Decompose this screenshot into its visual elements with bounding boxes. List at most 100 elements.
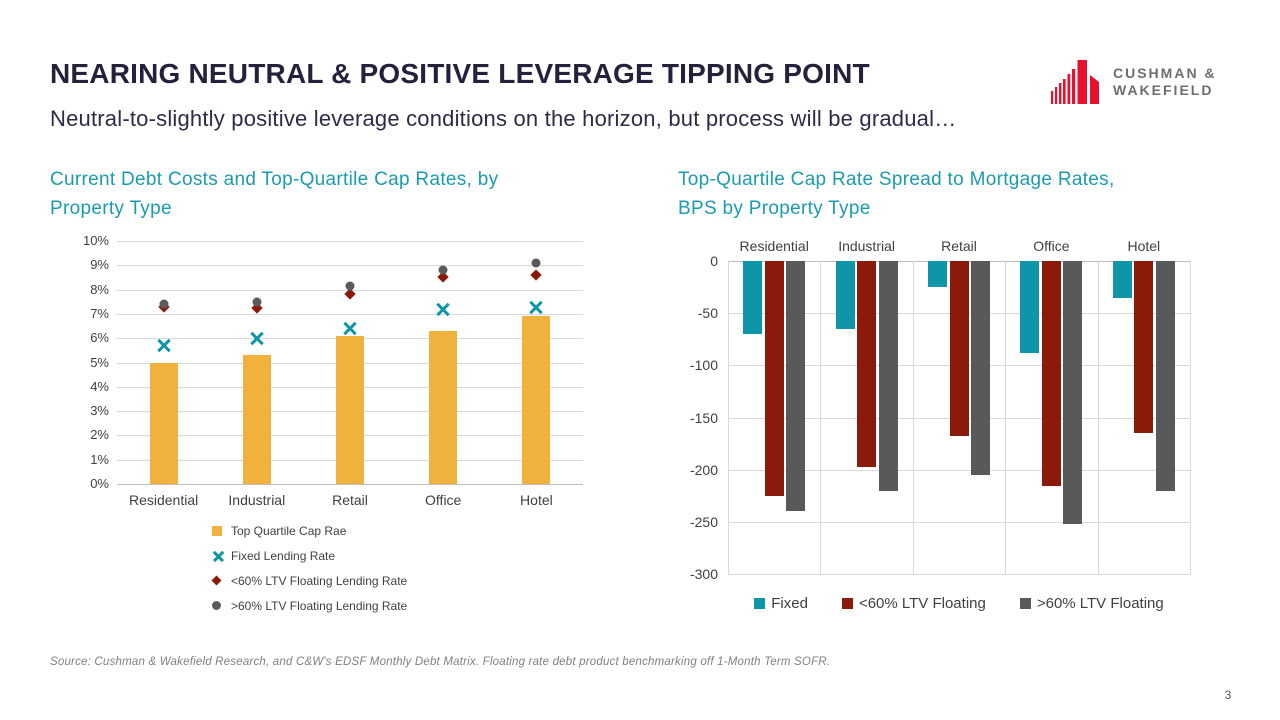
diamond-legend-marker-icon xyxy=(211,574,228,588)
bar-fixed-hotel xyxy=(1112,261,1132,298)
legend-label: <60% LTV Floating xyxy=(858,595,986,612)
x-axis-category-label: Hotel xyxy=(1127,238,1161,254)
gridline xyxy=(728,574,1190,575)
x-axis-category-label: Industrial xyxy=(228,492,286,508)
x-legend-marker-icon xyxy=(212,549,228,563)
y-axis-tick-label: 3% xyxy=(90,403,109,419)
legend-label: Fixed xyxy=(771,595,808,612)
debt-costs-legend: Top Quartile Cap Rae Fixed Lending Rate <6… xyxy=(211,518,408,618)
gridline-vertical xyxy=(1097,261,1099,574)
legend-label: >60% LTV Floating xyxy=(1036,595,1164,612)
legend-label: >60% LTV Floating Lending Rate xyxy=(231,598,408,613)
bar-60-ltv-floating-residential xyxy=(764,261,784,496)
gridline xyxy=(117,241,583,242)
circle-marker-office xyxy=(438,265,448,275)
diamond-marker-hotel xyxy=(530,269,543,281)
x-axis-category-label: Retail xyxy=(332,492,368,508)
chart-cap-rate-spread-title: Top-Quartile Cap Rate Spread to Mortgage… xyxy=(678,169,1115,219)
x-axis-category-label: Office xyxy=(1033,238,1070,254)
legend-item-top-quartile-cap-rae: Top Quartile Cap Rae xyxy=(212,518,407,543)
gridline xyxy=(728,521,1190,523)
logo-wordmark-line2: WAKEFIELD xyxy=(1113,81,1214,98)
bar-top-quartile-cap-rae-retail xyxy=(336,335,364,484)
chart-debt-costs: Current Debt Costs and Top-Quartile Cap … xyxy=(50,166,635,636)
gridline-vertical xyxy=(912,261,914,574)
bar-60-ltv-floating-hotel xyxy=(1134,261,1154,434)
x-axis-category-label: Residential xyxy=(128,492,199,508)
y-axis-tick-label: -150 xyxy=(689,409,718,426)
y-axis-tick-label: 6% xyxy=(90,330,109,346)
circle-marker-residential xyxy=(159,299,169,309)
bar-60-ltv-floating-office xyxy=(1063,261,1083,524)
logo-wordmark: CUSHMAN & WAKEFIELD xyxy=(1113,65,1217,99)
y-axis-tick-label: 9% xyxy=(90,257,109,273)
y-axis-tick-label: 10% xyxy=(82,233,109,248)
legend-item-60-ltv-floating-lending-rate: <60% LTV Floating Lending Rate xyxy=(211,568,408,593)
cushman-wakefield-logo-icon xyxy=(1051,60,1099,104)
y-axis-tick-label: 0% xyxy=(90,476,109,491)
bar-60-ltv-floating-office xyxy=(1041,261,1061,487)
gridline-vertical xyxy=(1190,261,1191,574)
legend-swatch-icon xyxy=(841,598,853,609)
legend-item-60-ltv-floating-lending-rate: >60% LTV Floating Lending Rate xyxy=(212,593,407,618)
square-legend-marker-icon xyxy=(212,524,228,538)
bar-60-ltv-floating-hotel xyxy=(1155,261,1175,491)
gridline xyxy=(117,265,583,267)
legend-label: Fixed Lending Rate xyxy=(231,548,336,563)
gridline xyxy=(728,469,1190,471)
spread-plot: 0 -50 -100 -150 -200 -250 -300 Residential Indus… xyxy=(690,238,1191,612)
gridline xyxy=(117,313,583,315)
gridline xyxy=(117,484,583,485)
y-axis-tick-label: -100 xyxy=(689,357,718,374)
y-axis-tick-label: -300 xyxy=(689,566,718,582)
x-axis-category-label: Industrial xyxy=(838,238,895,254)
y-axis-tick-label: 5% xyxy=(90,354,109,370)
x-axis-category-label: Hotel xyxy=(520,492,553,508)
legend-swatch-icon xyxy=(754,598,766,609)
company-logo: CUSHMAN & WAKEFIELD xyxy=(1051,58,1217,105)
x-axis-category-label: Residential xyxy=(739,238,809,254)
bar-60-ltv-floating-industrial xyxy=(878,261,898,491)
bar-60-ltv-floating-retail xyxy=(949,261,969,437)
x-marker-retail xyxy=(343,321,357,335)
bar-60-ltv-floating-industrial xyxy=(857,261,877,467)
gridline-vertical xyxy=(1005,261,1007,574)
legend-label: Top Quartile Cap Rae xyxy=(231,523,347,538)
x-marker-office xyxy=(436,302,450,316)
y-axis-tick-label: 8% xyxy=(90,281,109,297)
legend-item-60-ltv-floating: <60% LTV Floating xyxy=(841,595,986,612)
y-axis-tick-label: 2% xyxy=(90,427,109,443)
chart-debt-costs-title: Current Debt Costs and Top-Quartile Cap … xyxy=(50,169,499,219)
legend-item-fixed: Fixed xyxy=(754,595,808,612)
legend-label: <60% LTV Floating Lending Rate xyxy=(231,573,408,588)
legend-item-fixed-lending-rate: Fixed Lending Rate xyxy=(212,543,407,568)
bar-fixed-residential xyxy=(743,261,763,335)
bar-fixed-office xyxy=(1020,261,1040,353)
x-axis-category-label: Retail xyxy=(941,238,977,254)
bar-60-ltv-floating-retail xyxy=(971,261,990,475)
y-axis-tick-label: 4% xyxy=(90,378,109,394)
y-axis-tick-label: 0 xyxy=(710,253,718,269)
source-note: Source: Cushman & Wakefield Research, an… xyxy=(50,656,831,668)
legend-swatch-icon xyxy=(1019,598,1031,609)
y-axis-tick-label: -250 xyxy=(689,513,718,530)
bar-top-quartile-cap-rae-office xyxy=(429,330,458,484)
bar-top-quartile-cap-rae-residential xyxy=(149,362,178,484)
bar-fixed-industrial xyxy=(835,261,855,329)
circle-legend-marker-icon xyxy=(212,599,228,613)
circle-marker-retail xyxy=(345,281,355,291)
circle-marker-industrial xyxy=(252,297,262,307)
spread-legend: Fixed <60% LTV Floating >60% LTV Floating xyxy=(728,595,1190,612)
x-marker-hotel xyxy=(529,301,543,315)
bar-top-quartile-cap-rae-hotel xyxy=(522,316,551,484)
page-number: 3 xyxy=(1224,688,1232,702)
circle-marker-hotel xyxy=(531,258,541,268)
x-marker-residential xyxy=(157,338,171,352)
bar-60-ltv-floating-residential xyxy=(786,261,806,512)
gridline-vertical xyxy=(728,261,729,574)
bar-fixed-retail xyxy=(928,261,947,288)
debt-costs-plot: 0% 1% 2% 3% 4% 5% 6% 7% 8% 9% 10% Residential Indust… xyxy=(83,233,583,508)
y-axis-tick-label: -50 xyxy=(697,305,718,322)
gridline-vertical xyxy=(820,261,822,574)
